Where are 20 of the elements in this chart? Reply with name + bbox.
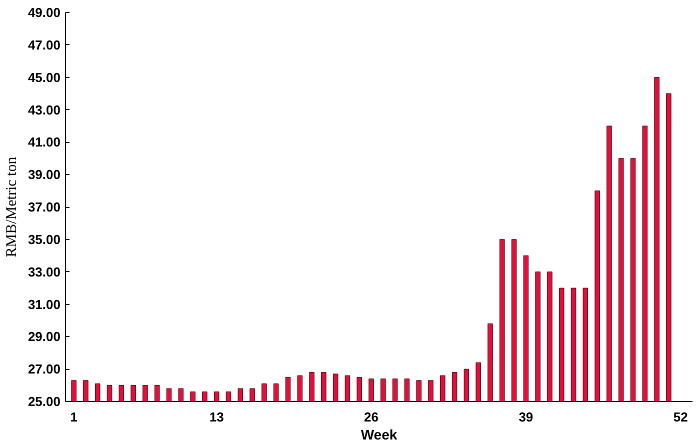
y-tick-label: 45.00 (28, 70, 61, 85)
x-tick-label: 1 (70, 410, 78, 424)
y-tick-label: 41.00 (28, 134, 61, 150)
y-tick-label: 49.00 (28, 5, 61, 20)
y-tick-label: 47.00 (28, 37, 61, 52)
y-tick-label: 27.00 (28, 362, 61, 377)
y-tick-label: 33.00 (28, 264, 61, 280)
y-tick-label: 37.00 (28, 200, 61, 214)
y-tick-label: 29.00 (28, 329, 61, 344)
x-tick-label: 39 (518, 410, 534, 424)
x-axis-title: Week (360, 426, 398, 442)
y-tick-label: 35.00 (28, 232, 61, 247)
y-tick-label: 43.00 (28, 102, 61, 118)
y-tick-label: 39.00 (28, 167, 61, 182)
x-tick-label: 26 (364, 410, 379, 424)
y-axis-title: RMB/Metric ton (4, 156, 20, 258)
y-tick-label: 31.00 (28, 296, 61, 312)
x-tick-label: 13 (209, 410, 224, 424)
x-tick-label: 52 (673, 410, 688, 424)
y-tick-label: 25.00 (28, 394, 61, 409)
